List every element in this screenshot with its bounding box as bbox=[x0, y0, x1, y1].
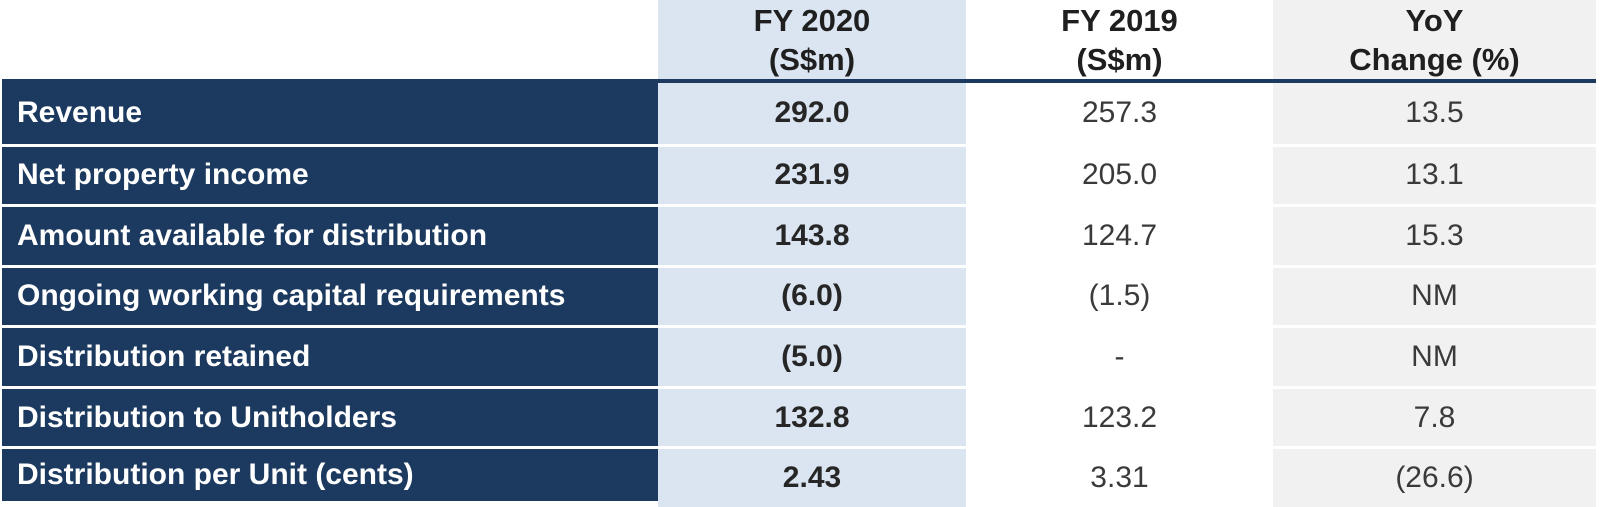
cell-npi-fy2020: 231.9 bbox=[658, 143, 966, 205]
header-fy2020: FY 2020 (S$m) bbox=[658, 0, 966, 83]
cell-dist-retained-fy2020: (5.0) bbox=[658, 325, 966, 386]
cell-revenue-fy2020: 292.0 bbox=[658, 83, 966, 144]
cell-dist-unitholders-yoy: 7.8 bbox=[1273, 385, 1596, 447]
header-fy2020-line2: (S$m) bbox=[768, 41, 856, 77]
cell-working-capital-yoy: NM bbox=[1273, 264, 1596, 326]
cell-npi-fy2019: 205.0 bbox=[966, 143, 1273, 205]
header-fy2019: FY 2019 (S$m) bbox=[966, 0, 1273, 83]
cell-dpu-yoy: (26.6) bbox=[1273, 446, 1596, 507]
cell-revenue-yoy: 13.5 bbox=[1273, 83, 1596, 144]
row-label-distribution-retained: Distribution retained bbox=[2, 325, 658, 386]
row-label-amount-available: Amount available for distribution bbox=[2, 204, 658, 265]
cell-working-capital-fy2019: (1.5) bbox=[966, 264, 1273, 326]
header-yoy-line1: YoY bbox=[1405, 2, 1464, 38]
cell-working-capital-fy2020: (6.0) bbox=[658, 264, 966, 326]
cell-dist-unitholders-fy2020: 132.8 bbox=[658, 385, 966, 447]
cell-amount-yoy: 15.3 bbox=[1273, 204, 1596, 265]
header-fy2019-line2: (S$m) bbox=[1076, 41, 1163, 77]
header-empty-cell bbox=[2, 0, 658, 83]
cell-npi-yoy: 13.1 bbox=[1273, 143, 1596, 205]
header-yoy-line2: Change (%) bbox=[1349, 41, 1520, 77]
header-yoy-change: YoY Change (%) bbox=[1273, 0, 1596, 83]
cell-dist-retained-yoy: NM bbox=[1273, 325, 1596, 386]
cell-dist-unitholders-fy2019: 123.2 bbox=[966, 385, 1273, 447]
cell-dpu-fy2020: 2.43 bbox=[658, 446, 966, 507]
row-label-distribution-unitholders: Distribution to Unitholders bbox=[2, 385, 658, 447]
row-label-net-property-income: Net property income bbox=[2, 143, 658, 205]
cell-dist-retained-fy2019: - bbox=[966, 325, 1273, 386]
cell-revenue-fy2019: 257.3 bbox=[966, 83, 1273, 144]
cell-dpu-fy2019: 3.31 bbox=[966, 446, 1273, 507]
row-label-working-capital: Ongoing working capital requirements bbox=[2, 264, 658, 326]
row-label-revenue: Revenue bbox=[2, 83, 658, 144]
header-fy2019-line1: FY 2019 bbox=[1061, 2, 1178, 38]
cell-amount-fy2020: 143.8 bbox=[658, 204, 966, 265]
header-fy2020-line1: FY 2020 bbox=[753, 2, 871, 38]
cell-amount-fy2019: 124.7 bbox=[966, 204, 1273, 265]
row-label-dpu: Distribution per Unit (cents) bbox=[2, 446, 658, 507]
